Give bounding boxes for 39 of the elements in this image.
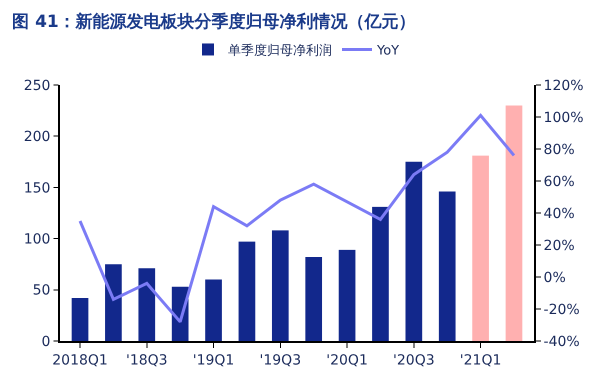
y2-tick-label: 20% <box>544 238 575 254</box>
bar <box>372 206 389 341</box>
bar <box>138 268 156 341</box>
chart-title: 图 41：新能源发电板块分季度归母净利情况（亿元） <box>12 12 416 32</box>
x-tick-label: 2018Q1 <box>52 352 108 369</box>
y2-tick-label: 120% <box>544 78 584 94</box>
y-tick-label: 50 <box>32 282 50 299</box>
bar <box>438 192 456 341</box>
x-tick-label: '19Q1 <box>192 352 234 369</box>
bar <box>305 257 322 341</box>
y2-tick-label: 100% <box>544 110 584 126</box>
bar <box>238 242 256 341</box>
x-tick-label: '21Q1 <box>460 352 502 369</box>
legend-label: 单季度归母净利润 <box>228 42 332 59</box>
bar <box>105 264 122 341</box>
y-tick-label: 0 <box>42 334 50 350</box>
y-tick-label: 200 <box>24 129 50 146</box>
x-tick-label: '19Q3 <box>260 352 302 369</box>
y2-tick-label: 80% <box>544 142 575 158</box>
x-tick-label: '20Q1 <box>326 352 368 369</box>
bar <box>272 230 289 341</box>
x-tick-label: '18Q3 <box>126 352 168 369</box>
x-tick-label: '20Q3 <box>393 352 435 369</box>
y-tick-label: 100 <box>24 232 50 248</box>
y-tick-label: 150 <box>24 180 50 196</box>
bar <box>338 250 356 341</box>
bar <box>506 105 522 341</box>
bar <box>405 162 422 341</box>
y2-tick-label: -40% <box>544 334 580 350</box>
y2-tick-label: -20% <box>544 302 580 318</box>
y2-tick-label: 60% <box>544 174 575 190</box>
legend-label: YoY <box>376 44 400 59</box>
bar <box>205 280 222 341</box>
y2-tick-label: 0% <box>544 270 566 286</box>
bar <box>472 156 489 341</box>
y2-tick-label: 40% <box>544 206 575 222</box>
line-series <box>78 114 516 324</box>
bar <box>72 298 88 341</box>
y-tick-label: 250 <box>24 78 50 94</box>
